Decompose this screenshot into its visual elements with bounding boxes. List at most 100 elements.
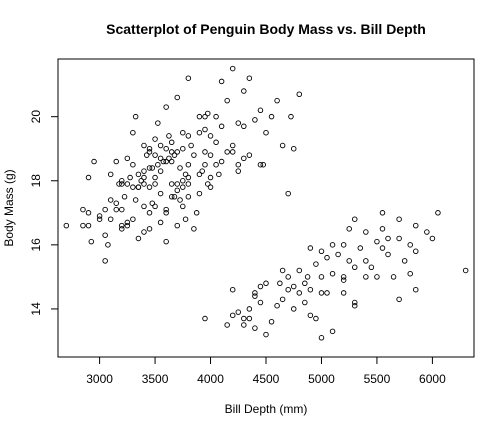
data-point	[257, 107, 264, 114]
data-point	[171, 194, 178, 200]
chart-title: Scatterplot of Penguin Body Mass vs. Bil…	[106, 21, 426, 37]
data-point	[124, 222, 131, 229]
data-point	[229, 312, 236, 319]
data-point	[80, 222, 86, 229]
data-point	[138, 178, 144, 184]
data-point	[257, 283, 264, 290]
data-point	[177, 197, 183, 203]
data-point	[205, 181, 211, 187]
data-point	[146, 210, 153, 216]
data-point	[268, 319, 275, 325]
data-point	[171, 152, 178, 158]
data-point	[252, 290, 258, 296]
data-point	[205, 110, 211, 117]
data-point	[135, 184, 142, 190]
data-point	[130, 216, 136, 222]
data-point	[85, 210, 92, 216]
data-point	[182, 216, 189, 222]
data-point	[379, 226, 386, 232]
data-point	[379, 245, 386, 251]
data-point	[157, 155, 164, 162]
data-point	[141, 203, 147, 210]
data-point	[188, 142, 194, 149]
data-point	[202, 315, 208, 322]
data-point	[413, 286, 419, 293]
data-point	[174, 181, 181, 187]
data-point	[257, 299, 264, 306]
data-point	[324, 290, 330, 296]
data-point	[174, 149, 181, 155]
data-point	[63, 222, 70, 229]
data-point	[191, 226, 197, 232]
data-point	[119, 226, 125, 232]
data-point	[185, 161, 192, 168]
data-point	[307, 286, 314, 293]
y-tick-label: 16	[29, 238, 43, 252]
data-point	[288, 113, 294, 120]
data-point	[246, 306, 253, 312]
data-point	[277, 280, 283, 287]
data-point	[340, 290, 347, 296]
data-point	[149, 165, 156, 171]
data-point	[357, 245, 364, 251]
data-point	[224, 97, 230, 104]
data-point	[213, 113, 219, 120]
data-point	[163, 238, 169, 245]
data-point	[252, 117, 258, 123]
data-point	[191, 152, 197, 158]
data-point	[141, 229, 147, 235]
data-point	[185, 194, 192, 200]
data-point	[168, 139, 175, 146]
data-point	[119, 181, 125, 187]
data-point	[166, 133, 172, 139]
data-point	[213, 139, 219, 146]
data-point	[340, 277, 347, 283]
data-point	[132, 197, 139, 203]
y-tick-label: 14	[29, 302, 43, 316]
data-point	[157, 219, 164, 226]
data-point	[132, 113, 139, 120]
data-point	[318, 274, 325, 280]
data-point	[124, 219, 131, 226]
data-point	[166, 155, 172, 162]
data-point	[207, 174, 214, 181]
x-tick-label: 5500	[364, 372, 391, 386]
data-point	[146, 165, 153, 171]
data-point	[155, 120, 161, 126]
data-point	[462, 267, 469, 274]
data-point	[152, 136, 158, 142]
data-point	[119, 206, 125, 213]
data-point	[152, 181, 158, 187]
data-point	[246, 75, 253, 81]
y-axis-label: Body Mass (g)	[2, 169, 16, 246]
data-point	[180, 184, 186, 190]
data-point	[141, 174, 147, 181]
data-point	[340, 274, 347, 280]
data-point	[102, 206, 108, 213]
data-point	[85, 222, 92, 229]
data-point	[168, 194, 175, 200]
data-point	[135, 171, 142, 178]
data-point	[91, 158, 97, 165]
data-point	[235, 309, 242, 315]
data-point	[346, 226, 352, 232]
data-point	[149, 200, 156, 206]
data-point	[246, 315, 253, 322]
data-point	[107, 171, 114, 178]
data-point	[260, 161, 266, 168]
data-point	[143, 152, 150, 158]
data-point	[235, 161, 242, 168]
data-point	[216, 171, 222, 178]
data-point	[157, 142, 164, 149]
data-point	[207, 133, 214, 139]
data-point	[435, 210, 441, 216]
data-point	[379, 210, 386, 216]
data-point	[218, 123, 225, 130]
data-point	[274, 302, 280, 309]
data-point	[96, 216, 103, 222]
data-point	[279, 296, 286, 303]
data-point	[351, 216, 358, 222]
data-point	[180, 203, 186, 210]
data-point	[107, 216, 114, 222]
data-point	[152, 203, 158, 210]
